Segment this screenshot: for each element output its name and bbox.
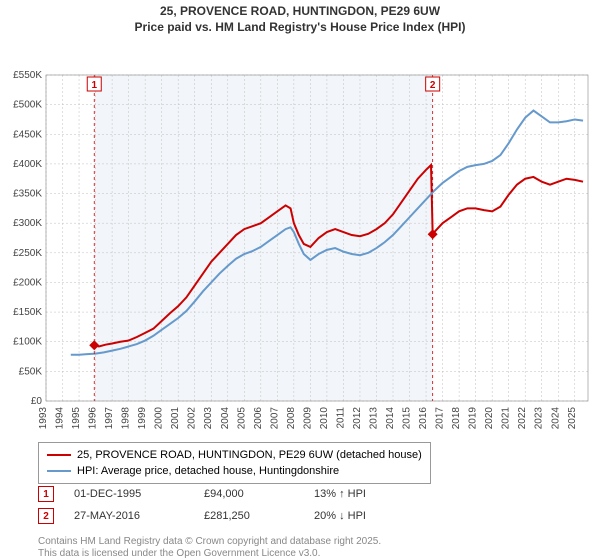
svg-text:2010: 2010 bbox=[319, 407, 330, 430]
svg-text:2004: 2004 bbox=[220, 407, 231, 430]
svg-text:2003: 2003 bbox=[203, 407, 214, 430]
legend-label: HPI: Average price, detached house, Hunt… bbox=[77, 465, 339, 477]
legend-item: 25, PROVENCE ROAD, HUNTINGDON, PE29 6UW … bbox=[47, 447, 422, 463]
svg-text:1996: 1996 bbox=[88, 407, 99, 430]
svg-text:£350K: £350K bbox=[13, 189, 42, 200]
svg-text:£550K: £550K bbox=[13, 70, 42, 81]
svg-text:2006: 2006 bbox=[253, 407, 264, 430]
price-chart: £0 £50K £100K £150K £200K £250K £300K £350K £400… bbox=[0, 35, 600, 433]
legend-swatch bbox=[47, 454, 71, 456]
svg-text:2018: 2018 bbox=[451, 407, 462, 430]
svg-text:2012: 2012 bbox=[352, 407, 363, 430]
svg-text:1994: 1994 bbox=[55, 407, 66, 430]
svg-text:2025: 2025 bbox=[567, 407, 578, 430]
svg-text:2019: 2019 bbox=[468, 407, 479, 430]
footer-line-1: Contains HM Land Registry data © Crown c… bbox=[38, 536, 381, 548]
svg-text:2011: 2011 bbox=[335, 407, 346, 429]
svg-text:2: 2 bbox=[430, 80, 436, 91]
svg-text:2017: 2017 bbox=[435, 407, 446, 430]
svg-text:£500K: £500K bbox=[13, 100, 42, 111]
svg-text:1: 1 bbox=[91, 80, 97, 91]
svg-text:2016: 2016 bbox=[418, 407, 429, 430]
sale-delta: 20% ↓ HPI bbox=[314, 510, 366, 522]
svg-text:1995: 1995 bbox=[71, 407, 82, 430]
svg-text:1999: 1999 bbox=[137, 407, 148, 430]
title-line-1: 25, PROVENCE ROAD, HUNTINGDON, PE29 6UW bbox=[0, 4, 600, 20]
chart-title: 25, PROVENCE ROAD, HUNTINGDON, PE29 6UW … bbox=[0, 0, 600, 35]
svg-text:1993: 1993 bbox=[38, 407, 49, 430]
svg-text:2008: 2008 bbox=[286, 407, 297, 430]
svg-text:2013: 2013 bbox=[368, 407, 379, 430]
svg-text:£450K: £450K bbox=[13, 129, 42, 140]
legend-swatch bbox=[47, 470, 71, 472]
sale-date: 27-MAY-2016 bbox=[74, 510, 184, 522]
svg-text:2021: 2021 bbox=[501, 407, 512, 430]
sale-price: £281,250 bbox=[204, 510, 294, 522]
title-line-2: Price paid vs. HM Land Registry's House … bbox=[0, 20, 600, 36]
svg-text:£150K: £150K bbox=[13, 307, 42, 318]
svg-text:2007: 2007 bbox=[269, 407, 280, 430]
svg-text:2024: 2024 bbox=[550, 407, 561, 430]
svg-text:1998: 1998 bbox=[121, 407, 132, 430]
footer-line-2: This data is licensed under the Open Gov… bbox=[38, 548, 381, 560]
svg-text:2000: 2000 bbox=[154, 407, 165, 430]
svg-text:£250K: £250K bbox=[13, 248, 42, 259]
legend-item: HPI: Average price, detached house, Hunt… bbox=[47, 463, 422, 479]
svg-text:1997: 1997 bbox=[104, 407, 115, 430]
svg-text:2005: 2005 bbox=[236, 407, 247, 430]
svg-text:2002: 2002 bbox=[187, 407, 198, 430]
sale-marker: 1 bbox=[38, 486, 54, 502]
svg-text:£300K: £300K bbox=[13, 218, 42, 229]
sale-marker: 2 bbox=[38, 508, 54, 524]
svg-text:£400K: £400K bbox=[13, 159, 42, 170]
svg-text:2023: 2023 bbox=[534, 407, 545, 430]
svg-text:£100K: £100K bbox=[13, 337, 42, 348]
sale-date: 01-DEC-1995 bbox=[74, 488, 184, 500]
footer: Contains HM Land Registry data © Crown c… bbox=[38, 536, 381, 560]
svg-text:£50K: £50K bbox=[19, 367, 43, 378]
legend: 25, PROVENCE ROAD, HUNTINGDON, PE29 6UW … bbox=[38, 442, 431, 484]
svg-text:2001: 2001 bbox=[170, 407, 181, 430]
svg-text:£0: £0 bbox=[31, 396, 43, 407]
svg-text:2020: 2020 bbox=[484, 407, 495, 430]
legend-label: 25, PROVENCE ROAD, HUNTINGDON, PE29 6UW … bbox=[77, 449, 422, 461]
sale-delta: 13% ↑ HPI bbox=[314, 488, 366, 500]
sale-row: 2 27-MAY-2016 £281,250 20% ↓ HPI bbox=[38, 508, 366, 524]
sale-row: 1 01-DEC-1995 £94,000 13% ↑ HPI bbox=[38, 486, 366, 502]
svg-text:2022: 2022 bbox=[517, 407, 528, 430]
svg-text:2009: 2009 bbox=[302, 407, 313, 430]
svg-text:2014: 2014 bbox=[385, 407, 396, 430]
sale-price: £94,000 bbox=[204, 488, 294, 500]
svg-text:£200K: £200K bbox=[13, 278, 42, 289]
svg-text:2015: 2015 bbox=[402, 407, 413, 430]
